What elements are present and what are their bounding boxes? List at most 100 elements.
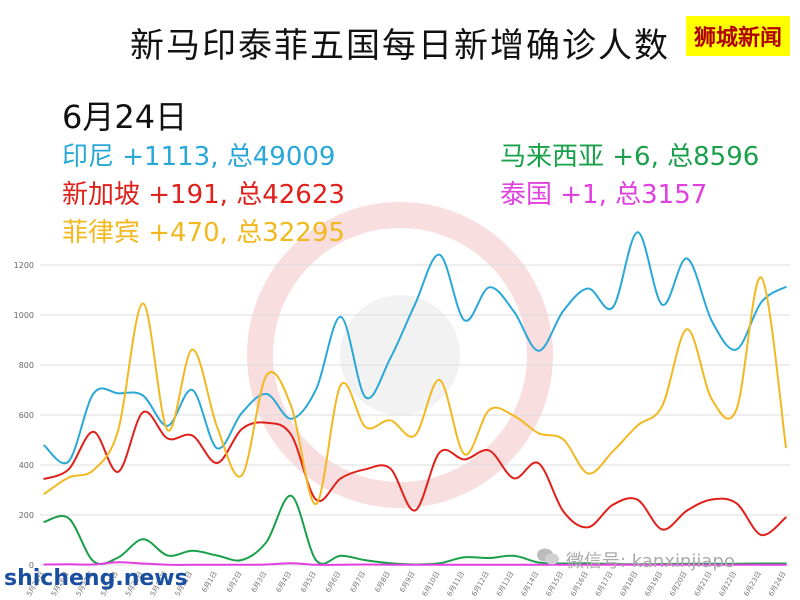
data-point-thailand bbox=[463, 563, 466, 566]
data-point-philippines bbox=[364, 426, 367, 428]
data-point-thailand bbox=[364, 563, 367, 566]
y-tick-label: 400 bbox=[19, 461, 34, 470]
data-point-malaysia bbox=[92, 560, 95, 563]
data-point-philippines bbox=[43, 493, 45, 495]
data-point-philippines bbox=[686, 328, 688, 331]
data-point-singapore bbox=[612, 503, 614, 506]
x-tick-label: 6月23日 bbox=[742, 570, 763, 598]
data-point-malaysia bbox=[340, 554, 342, 557]
x-tick-label: 6月8日 bbox=[374, 570, 392, 594]
data-point-indonesia bbox=[92, 392, 95, 395]
data-point-indonesia bbox=[438, 253, 441, 256]
data-point-singapore bbox=[43, 478, 45, 480]
x-tick-label: 6月5日 bbox=[299, 570, 317, 594]
data-point-thailand bbox=[265, 563, 268, 566]
data-point-philippines bbox=[513, 414, 515, 417]
data-point-indonesia bbox=[265, 393, 268, 395]
chart-title: 新马印泰菲五国每日新增确诊人数 bbox=[130, 26, 670, 66]
x-tick-label: 6月19日 bbox=[643, 570, 664, 598]
data-point-malaysia bbox=[43, 521, 45, 523]
series-lines bbox=[43, 231, 787, 566]
data-point-malaysia bbox=[67, 517, 70, 520]
data-point-thailand bbox=[711, 563, 713, 566]
data-point-singapore bbox=[735, 502, 738, 505]
report-date: 6月24日 bbox=[62, 98, 188, 136]
x-tick-label: 6月24日 bbox=[767, 570, 788, 598]
x-tick-label: 6月21日 bbox=[693, 570, 714, 598]
data-point-singapore bbox=[438, 451, 441, 454]
data-point-singapore bbox=[760, 534, 763, 536]
y-axis: 0 200 400 600 800 1000 1200 bbox=[14, 261, 34, 570]
x-tick-label: 6月17日 bbox=[594, 570, 615, 598]
data-point-thailand bbox=[785, 563, 787, 566]
data-point-indonesia bbox=[612, 306, 614, 309]
data-point-singapore bbox=[587, 526, 589, 529]
data-point-philippines bbox=[488, 409, 491, 411]
data-point-malaysia bbox=[587, 562, 589, 565]
data-point-thailand bbox=[389, 563, 392, 566]
data-point-singapore bbox=[661, 528, 664, 531]
data-point-singapore bbox=[241, 428, 243, 430]
data-point-indonesia bbox=[636, 231, 639, 234]
data-point-thailand bbox=[612, 563, 614, 566]
x-tick-label: 6月7日 bbox=[349, 570, 367, 594]
data-point-indonesia bbox=[216, 447, 218, 450]
data-point-indonesia bbox=[711, 320, 713, 322]
data-point-philippines bbox=[241, 474, 243, 477]
data-point-indonesia bbox=[661, 303, 664, 306]
x-tick-label: 6月3日 bbox=[250, 570, 268, 594]
data-point-thailand bbox=[117, 561, 119, 564]
data-point-philippines bbox=[191, 348, 194, 351]
data-point-indonesia bbox=[166, 424, 169, 427]
data-point-thailand bbox=[760, 563, 763, 566]
data-point-malaysia bbox=[438, 562, 441, 565]
data-point-indonesia bbox=[241, 411, 243, 414]
data-point-thailand bbox=[562, 563, 565, 566]
x-tick-label: 6月20日 bbox=[668, 570, 689, 598]
data-point-singapore bbox=[290, 434, 293, 436]
y-tick-label: 600 bbox=[19, 411, 34, 420]
data-point-singapore bbox=[537, 462, 540, 465]
data-point-philippines bbox=[389, 419, 392, 422]
data-point-philippines bbox=[117, 429, 119, 432]
data-point-singapore bbox=[315, 498, 317, 501]
data-point-thailand bbox=[216, 563, 218, 566]
data-point-thailand bbox=[636, 563, 639, 566]
data-point-indonesia bbox=[488, 286, 491, 289]
data-point-singapore bbox=[67, 468, 70, 471]
data-point-singapore bbox=[414, 509, 416, 512]
site-watermark: shicheng.news bbox=[4, 566, 188, 591]
data-point-singapore bbox=[364, 468, 367, 471]
stat-indonesia: 印尼 +1113, 总49009 bbox=[62, 142, 336, 172]
data-point-thailand bbox=[290, 562, 293, 565]
data-point-malaysia bbox=[463, 556, 466, 559]
data-point-thailand bbox=[661, 563, 664, 566]
data-point-philippines bbox=[67, 476, 70, 479]
data-point-singapore bbox=[142, 411, 144, 414]
data-point-singapore bbox=[711, 498, 713, 501]
data-point-singapore bbox=[686, 509, 688, 512]
x-tick-label: 6月1日 bbox=[200, 570, 218, 594]
data-point-thailand bbox=[414, 563, 416, 566]
data-point-malaysia bbox=[241, 559, 243, 561]
x-tick-label: 6月9日 bbox=[398, 570, 416, 594]
wechat-watermark: 微信号: kanxinjiapo bbox=[566, 551, 735, 572]
data-point-thailand bbox=[340, 563, 342, 566]
data-point-thailand bbox=[191, 563, 194, 566]
data-point-philippines bbox=[661, 404, 664, 407]
data-point-philippines bbox=[166, 429, 169, 432]
data-point-singapore bbox=[513, 477, 515, 480]
data-point-thailand bbox=[513, 563, 515, 566]
data-point-indonesia bbox=[735, 348, 738, 351]
data-point-malaysia bbox=[142, 538, 144, 541]
data-point-indonesia bbox=[686, 257, 688, 260]
data-point-philippines bbox=[414, 434, 416, 437]
data-point-malaysia bbox=[488, 557, 491, 559]
data-point-malaysia bbox=[166, 554, 169, 557]
data-point-indonesia bbox=[587, 287, 589, 290]
data-point-malaysia bbox=[537, 561, 540, 564]
data-point-indonesia bbox=[785, 285, 787, 288]
x-tick-label: 6月16日 bbox=[569, 570, 590, 598]
data-point-philippines bbox=[315, 503, 317, 505]
data-point-malaysia bbox=[315, 559, 317, 562]
